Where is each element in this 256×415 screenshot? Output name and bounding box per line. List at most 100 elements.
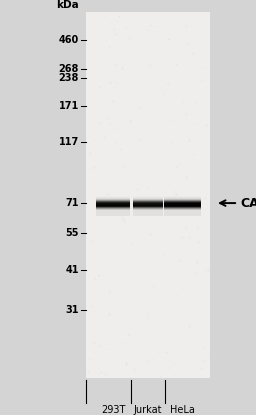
Bar [96, 201, 131, 202]
Bar [133, 202, 163, 203]
Bar [164, 210, 201, 215]
Bar [133, 208, 163, 209]
Bar [96, 198, 131, 199]
Bar [96, 206, 131, 207]
Bar [96, 200, 131, 201]
Bar [164, 196, 201, 197]
Text: 31: 31 [66, 305, 79, 315]
Bar [133, 204, 163, 205]
Text: CARM1: CARM1 [241, 197, 256, 210]
Bar [96, 203, 131, 204]
Bar [133, 198, 163, 199]
Bar [96, 200, 131, 201]
Bar [96, 206, 131, 207]
Bar [96, 196, 131, 197]
Bar [133, 203, 163, 204]
Bar [96, 209, 131, 210]
Bar [133, 207, 163, 208]
Bar [133, 206, 163, 207]
Bar [133, 196, 163, 197]
Bar [164, 201, 201, 202]
Bar [164, 201, 201, 202]
Bar [96, 204, 131, 205]
Bar [164, 203, 201, 204]
Bar [164, 196, 201, 197]
Bar [133, 205, 163, 206]
Bar [96, 207, 131, 208]
Bar [133, 199, 163, 200]
Bar [164, 200, 201, 201]
Bar [164, 202, 201, 203]
Text: 293T: 293T [101, 405, 125, 415]
Bar [96, 204, 131, 205]
Bar [164, 209, 201, 210]
Bar [164, 202, 201, 203]
Bar [96, 199, 131, 200]
Bar [96, 207, 131, 208]
Bar [133, 201, 163, 202]
Bar [96, 209, 131, 210]
Bar [96, 199, 131, 200]
Bar [133, 197, 163, 198]
Bar [164, 205, 201, 206]
Bar [96, 202, 131, 203]
Bar [133, 205, 163, 206]
Bar [133, 201, 163, 202]
Bar [133, 208, 163, 209]
Bar [164, 199, 201, 200]
Bar [96, 197, 131, 198]
Text: 71: 71 [66, 198, 79, 208]
Bar [133, 198, 163, 199]
Bar [96, 208, 131, 209]
Bar [164, 199, 201, 200]
Text: 55: 55 [66, 228, 79, 238]
Bar [164, 200, 201, 201]
Text: HeLa: HeLa [170, 405, 195, 415]
Bar [164, 203, 201, 204]
Bar [86, 12, 210, 378]
Bar [133, 200, 163, 201]
Bar [164, 204, 201, 205]
Bar [164, 208, 201, 209]
Bar [164, 206, 201, 207]
Text: 41: 41 [66, 265, 79, 275]
Bar [164, 197, 201, 198]
Bar [96, 203, 131, 204]
Text: kDa: kDa [56, 0, 79, 10]
Bar [133, 210, 163, 215]
Bar [96, 200, 131, 201]
Bar [133, 203, 163, 204]
Bar [96, 201, 131, 202]
Bar [164, 208, 201, 209]
Bar [164, 198, 201, 199]
Bar [133, 209, 163, 210]
Bar [164, 207, 201, 208]
Bar [133, 200, 163, 201]
Text: 171: 171 [59, 100, 79, 110]
Bar [133, 206, 163, 207]
Bar [133, 197, 163, 198]
Bar [133, 202, 163, 203]
Bar [96, 197, 131, 198]
Bar [133, 207, 163, 208]
Text: 268: 268 [59, 64, 79, 74]
Bar [164, 200, 201, 201]
Bar [96, 208, 131, 209]
Bar [133, 196, 163, 197]
Bar [164, 207, 201, 208]
Bar [96, 210, 131, 215]
Bar [164, 204, 201, 205]
Bar [164, 205, 201, 206]
Bar [164, 197, 201, 198]
Bar [133, 199, 163, 200]
Text: 117: 117 [59, 137, 79, 147]
Bar [133, 200, 163, 201]
Bar [96, 205, 131, 206]
Bar [164, 198, 201, 199]
Bar [96, 196, 131, 197]
Bar [133, 209, 163, 210]
Text: Jurkat: Jurkat [134, 405, 162, 415]
Bar [96, 202, 131, 203]
Bar [96, 198, 131, 199]
Bar [164, 206, 201, 207]
